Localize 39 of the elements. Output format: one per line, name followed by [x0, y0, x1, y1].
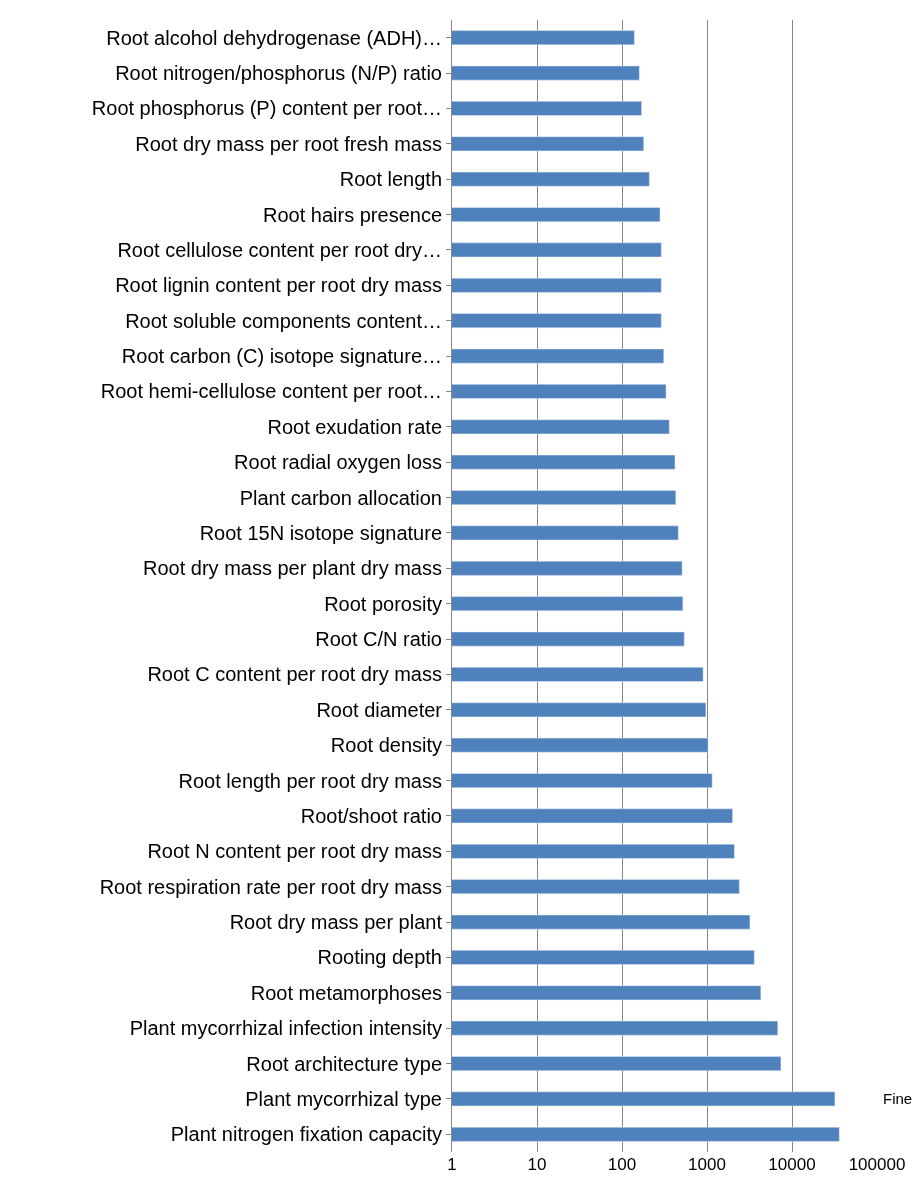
y-tick-label: Root respiration rate per root dry mass: [99, 875, 442, 898]
y-tick-label: Root dry mass per root fresh mass: [135, 132, 442, 155]
y-tick-label: Root length: [339, 168, 442, 191]
x-tick-label: 1000: [688, 1155, 726, 1174]
y-tick-label: Root phosphorus (P) content per root…: [91, 97, 442, 120]
y-tick-label: Root density: [330, 734, 442, 757]
y-tick-label: Root diameter: [316, 698, 443, 721]
y-tick-label: Root exudation rate: [267, 415, 442, 438]
y-tick-label: Root/shoot ratio: [300, 804, 442, 827]
y-tick-label: Root hairs presence: [263, 203, 442, 226]
text: Fine: [883, 1090, 913, 1107]
y-tick-label: Root length per root dry mass: [178, 769, 442, 792]
y-tick-label: Plant mycorrhizal type: [245, 1087, 442, 1110]
y-tick-label: Plant nitrogen fixation capacity: [170, 1123, 442, 1146]
y-tick-label: Root architecture type: [246, 1052, 442, 1075]
y-tick-label: Plant carbon allocation: [239, 486, 442, 509]
y-tick-label: Plant mycorrhizal infection intensity: [129, 1017, 442, 1040]
y-tick-label: Root nitrogen/phosphorus (N/P) ratio: [115, 62, 442, 85]
y-tick-label: Root soluble components content…: [125, 309, 442, 332]
x-tick-label: 1: [447, 1155, 457, 1174]
y-tick-label: Root radial oxygen loss: [234, 451, 442, 474]
y-tick-label: Rooting depth: [317, 946, 442, 969]
y-tick-label: Root lignin content per root dry mass: [115, 274, 442, 297]
x-tick-label: 10000: [768, 1155, 816, 1174]
y-tick-label: Root cellulose content per root dry…: [117, 238, 442, 261]
y-tick-label: Root 15N isotope signature: [199, 521, 442, 544]
y-tick-label: Root dry mass per plant: [229, 911, 443, 934]
y-tick-label: Root metamorphoses: [250, 981, 442, 1004]
y-tick-label: Root dry mass per plant dry mass: [143, 557, 442, 580]
y-tick-label: Root alcohol dehydrogenase (ADH)…: [106, 26, 442, 49]
y-tick-label: Root C/N ratio: [315, 628, 442, 651]
x-tick-label: 100000: [848, 1155, 906, 1174]
y-tick-label: Root C content per root dry mass: [147, 663, 442, 686]
y-tick-label: Root porosity: [324, 592, 442, 615]
x-tick-label: 100: [607, 1155, 637, 1174]
y-tick-label: Root carbon (C) isotope signature…: [121, 345, 442, 368]
y-tick-label: Root N content per root dry mass: [147, 840, 442, 863]
y-tick-label: Root hemi-cellulose content per root…: [100, 380, 442, 403]
x-tick-label: 10: [527, 1155, 547, 1174]
